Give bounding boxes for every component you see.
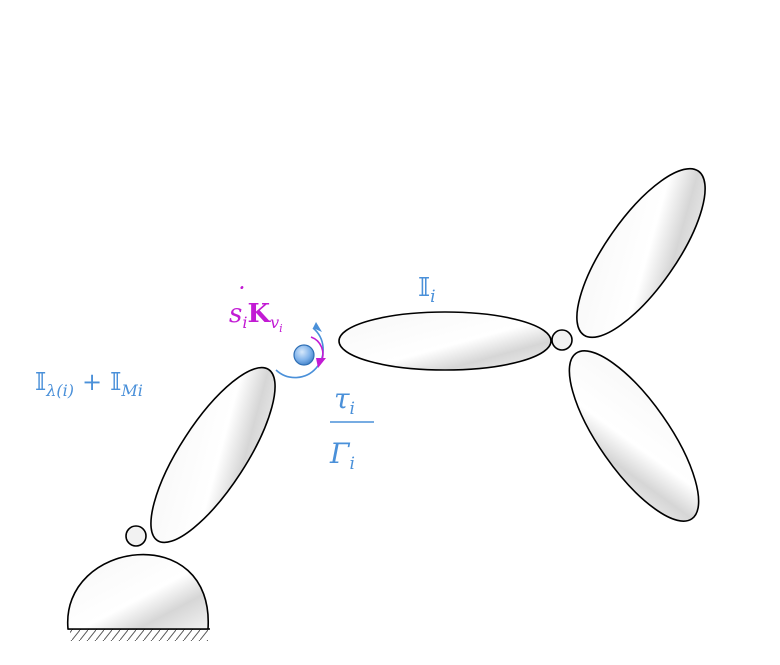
torque-tau: τi (334, 382, 355, 419)
base-dome (67, 553, 209, 630)
child-link-upper (576, 167, 706, 339)
joint-i-ball (293, 344, 315, 366)
ground-hatching (70, 629, 208, 641)
torque-arrowhead (313, 322, 322, 332)
child-link-lower (568, 350, 700, 522)
base-joint (125, 525, 147, 547)
friction-arrowhead (316, 358, 326, 368)
friction-dot: ˙ (233, 283, 246, 313)
distal-joint (551, 329, 573, 351)
link-i (338, 311, 552, 371)
torque-arc (275, 327, 324, 379)
parent-motor-inertia-label: 𝕀λ(i) + 𝕀Mi (35, 368, 143, 400)
parent-link (150, 366, 276, 544)
torque-label: τi Γi (329, 382, 374, 474)
friction-s: siKvi (229, 299, 283, 335)
torque-gamma: Γi (329, 437, 355, 474)
link-inertia-label: 𝕀i (418, 273, 436, 307)
friction-label: siKvi ˙ (229, 283, 283, 335)
